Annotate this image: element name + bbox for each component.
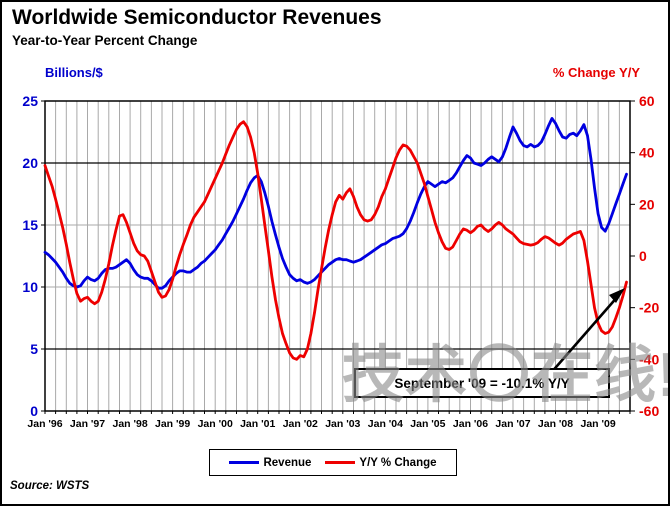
left-axis-tick-label: 5	[30, 341, 38, 357]
legend-item-revenue: Revenue	[229, 457, 311, 469]
x-axis-label: Jan '99	[155, 418, 190, 430]
x-axis-label: Jan '06	[453, 418, 488, 430]
x-axis-label: Jan '03	[325, 418, 360, 430]
x-axis-label: Jan '02	[283, 418, 318, 430]
right-axis-tick-label: -40	[639, 351, 659, 367]
plot-border	[44, 100, 631, 412]
left-axis-tick-label: 25	[22, 93, 38, 109]
yy-change-line-swatch	[325, 461, 356, 464]
source-note: Source: WSTS	[10, 480, 90, 492]
left-axis-tick-label: 15	[22, 217, 38, 233]
annotation-callout: September '09 = -10.1% Y/Y	[354, 368, 610, 398]
left-axis-tick-label: 10	[22, 279, 38, 295]
x-axis-label: Jan '01	[240, 418, 275, 430]
series-line-revenue	[43, 117, 628, 290]
legend-label-revenue: Revenue	[263, 456, 312, 469]
right-axis-tick-label: 20	[639, 196, 655, 212]
right-axis-tick-label: -60	[639, 403, 659, 419]
left-axis-tick-label: 20	[22, 155, 38, 171]
x-axis-label: Jan '00	[198, 418, 233, 430]
page-title: Worldwide Semiconductor Revenues	[12, 6, 382, 29]
right-axis-tick-label: 0	[639, 248, 647, 264]
page-subtitle: Year-to-Year Percent Change	[12, 33, 198, 48]
chart-legend: Revenue Y/Y % Change	[209, 449, 457, 476]
annotation-text: September '09 = -10.1% Y/Y	[394, 375, 570, 391]
revenue-line-swatch	[229, 461, 260, 464]
x-axis-label: Jan '96	[27, 418, 62, 430]
left-axis-tick-label: 0	[30, 403, 38, 419]
legend-item-yy-change: Y/Y % Change	[325, 456, 437, 469]
annotation-arrow-head	[609, 288, 625, 303]
x-axis-label: Jan '05	[410, 418, 445, 430]
x-axis-label: Jan '09	[581, 418, 616, 430]
x-axis-label: Jan '07	[495, 418, 530, 430]
right-axis-tick-label: -20	[639, 300, 659, 316]
x-axis-label: Jan '98	[113, 418, 148, 430]
right-axis-title: % Change Y/Y	[552, 65, 640, 80]
right-axis-tick-label: 60	[639, 93, 655, 109]
x-axis-label: Jan '08	[538, 418, 573, 430]
x-axis-label: Jan '04	[368, 418, 403, 430]
series-line-y-y-change	[43, 120, 628, 361]
x-axis-label: Jan '97	[70, 418, 105, 430]
legend-label-yy-change: Y/Y % Change	[359, 456, 437, 469]
right-axis-tick-label: 40	[639, 145, 655, 161]
annotation-arrow-shaft	[549, 294, 620, 375]
left-axis-title: Billions/$	[45, 65, 103, 80]
